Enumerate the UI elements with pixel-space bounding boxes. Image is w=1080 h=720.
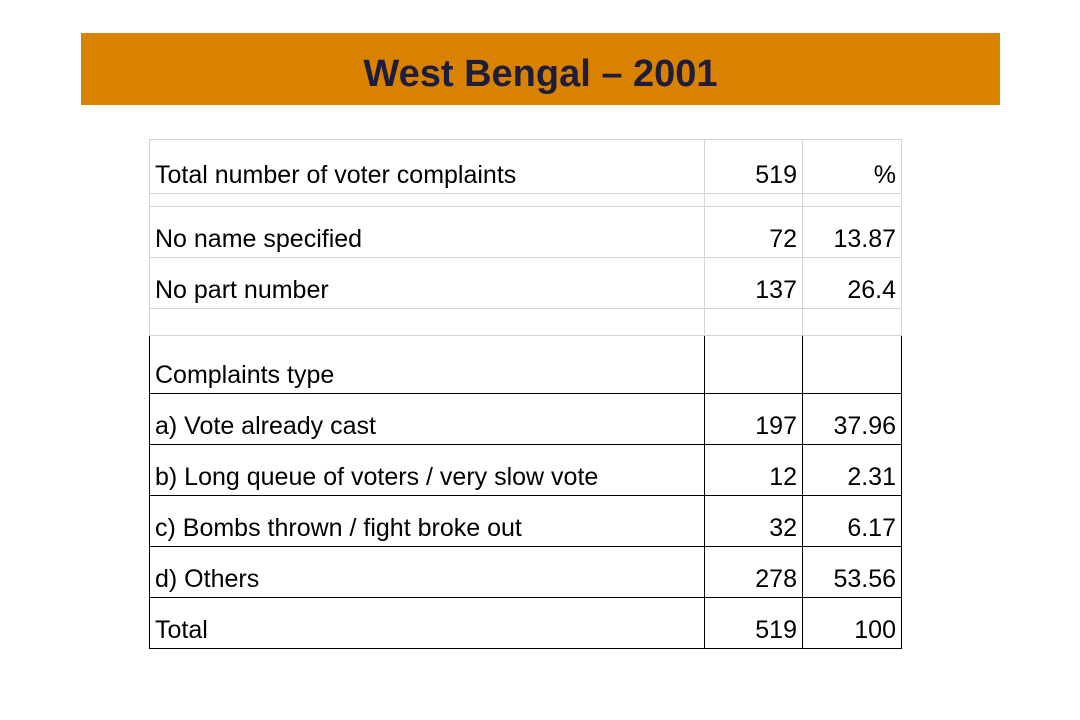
complaints-type-heading: Complaints type [149,335,705,394]
percent-header: % [802,139,902,194]
table-row: b) Long queue of voters / very slow vote… [149,444,902,496]
row-label: d) Others [149,546,705,598]
no-part-count: 137 [704,257,803,309]
grand-total-count: 519 [704,597,803,649]
row-label: a) Vote already cast [149,393,705,445]
spacer-row [149,308,902,336]
table-row: Total number of voter complaints 519 % [149,139,902,194]
row-count: 12 [704,444,803,496]
table-row: d) Others 278 53.56 [149,546,902,598]
table-row: No part number 137 26.4 [149,257,902,309]
table-row: Complaints type [149,335,902,394]
no-name-label: No name specified [149,206,705,258]
row-percent: 37.96 [802,393,902,445]
complaints-table: Total number of voter complaints 519 % N… [149,139,902,649]
row-count: 197 [704,393,803,445]
no-name-percent: 13.87 [802,206,902,258]
table-row: No name specified 72 13.87 [149,206,902,258]
row-percent: 2.31 [802,444,902,496]
row-count: 278 [704,546,803,598]
table-row: c) Bombs thrown / fight broke out 32 6.1… [149,495,902,547]
no-part-percent: 26.4 [802,257,902,309]
title-banner: West Bengal – 2001 [81,33,1000,105]
table-row: a) Vote already cast 197 37.96 [149,393,902,445]
spacer-row [149,193,902,207]
table-row: Total 519 100 [149,597,902,649]
row-percent: 6.17 [802,495,902,547]
grand-total-label: Total [149,597,705,649]
row-label: c) Bombs thrown / fight broke out [149,495,705,547]
total-complaints-count: 519 [704,139,803,194]
no-part-label: No part number [149,257,705,309]
row-label: b) Long queue of voters / very slow vote [149,444,705,496]
grand-total-percent: 100 [802,597,902,649]
row-count: 32 [704,495,803,547]
no-name-count: 72 [704,206,803,258]
row-percent: 53.56 [802,546,902,598]
total-complaints-label: Total number of voter complaints [149,139,705,194]
slide-title: West Bengal – 2001 [363,52,718,95]
